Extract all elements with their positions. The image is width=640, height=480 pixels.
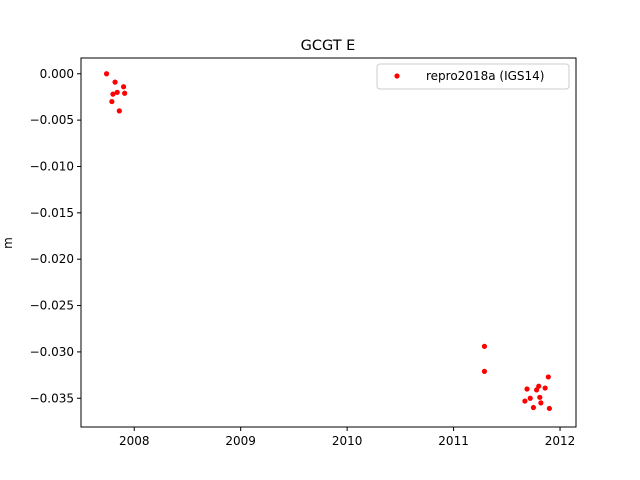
data-point xyxy=(546,405,552,412)
y-tick-label: −0.020 xyxy=(30,252,74,266)
data-point xyxy=(522,398,528,404)
y-tick-label: −0.025 xyxy=(30,299,74,313)
y-tick-label: −0.035 xyxy=(30,391,74,405)
x-tick-label: 2009 xyxy=(225,434,256,448)
data-point xyxy=(481,368,488,374)
y-tick-label: −0.010 xyxy=(30,159,74,173)
data-point xyxy=(537,394,543,400)
data-point xyxy=(109,98,115,105)
data-point xyxy=(110,91,116,97)
chart-title: GCGT E xyxy=(301,38,356,54)
data-point xyxy=(112,79,118,85)
data-point xyxy=(530,404,537,411)
data-point xyxy=(545,374,551,380)
y-tick-label: −0.030 xyxy=(30,345,74,359)
data-point xyxy=(542,385,548,391)
y-tick-label: −0.015 xyxy=(30,206,74,220)
data-point xyxy=(114,89,120,95)
data-point xyxy=(527,395,533,401)
legend-marker xyxy=(394,73,400,79)
data-point xyxy=(538,400,544,406)
plot-area: 2008 2009 2010 2011 2012 0.000 −0.005 −0.010 −0.… xyxy=(30,57,577,448)
data-point xyxy=(103,71,110,77)
legend-box xyxy=(376,63,570,90)
y-axis-label: m xyxy=(1,237,15,249)
y-tick-label: 0.000 xyxy=(40,67,74,81)
x-tick-label: 2011 xyxy=(438,434,469,448)
data-point xyxy=(122,90,128,96)
legend-label: repro2018a (IGS14) xyxy=(426,69,544,83)
x-tick-label: 2012 xyxy=(545,434,576,448)
plot-frame xyxy=(80,57,577,428)
data-point xyxy=(524,386,530,392)
data-point xyxy=(116,108,122,114)
y-tick-label: −0.005 xyxy=(30,113,74,127)
data-point xyxy=(120,84,127,90)
data-point xyxy=(536,383,542,389)
x-tick-label: 2010 xyxy=(332,434,363,448)
x-tick-label: 2008 xyxy=(119,434,150,448)
data-point xyxy=(481,343,488,349)
